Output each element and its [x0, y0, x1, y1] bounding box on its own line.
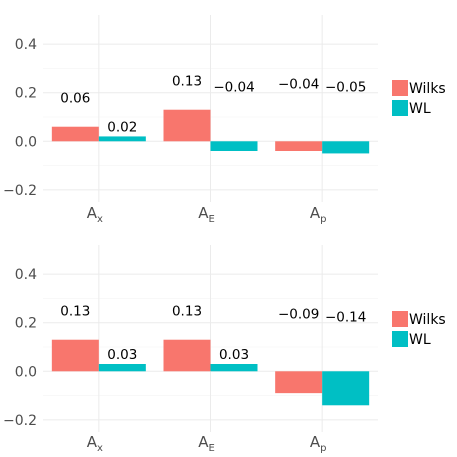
legend-label-wilks: Wilks	[409, 312, 446, 328]
data-label-wl-3: −0.05	[325, 79, 366, 95]
y-tick-label: −0.2	[3, 413, 37, 429]
data-label-wilks-2: 0.13	[172, 304, 202, 320]
bar-wl-2	[210, 141, 258, 151]
legend-swatch-wl	[392, 331, 408, 347]
y-tick-label: −0.2	[3, 183, 37, 199]
legend-label-wl: WL	[409, 332, 431, 348]
bar-wilks-2	[163, 339, 211, 372]
x-tick-label: Ap	[310, 433, 327, 454]
data-label-wilks-3: −0.09	[278, 306, 319, 322]
chart-panel-2: −0.2 0.0 0.2 0.4 0.13 0.03 Ax 0.13 0.03 AE −0.09 −0…	[3, 245, 446, 454]
bar-wl-1	[98, 136, 146, 142]
bar-wilks-1	[51, 126, 99, 142]
data-label-wilks-2: 0.13	[172, 74, 202, 90]
y-tick-label: 0.4	[15, 267, 37, 283]
legend-swatch-wilks	[392, 311, 408, 327]
bar-wilks-3	[275, 371, 323, 394]
x-tick-label: Ax	[87, 433, 103, 454]
y-tick-label: 0.2	[15, 86, 37, 102]
x-tick-label: AE	[198, 204, 215, 225]
y-tick-label: 0.0	[15, 134, 37, 150]
bar-wl-1	[98, 364, 146, 372]
data-label-wilks-1: 0.06	[60, 91, 90, 107]
bar-wl-2	[210, 364, 258, 372]
legend-label-wl: WL	[409, 101, 431, 117]
bar-wl-3	[322, 371, 370, 406]
y-tick-label: 0.0	[15, 364, 37, 380]
data-label-wl-3: −0.14	[325, 309, 366, 325]
x-tick-label: Ap	[310, 204, 327, 225]
data-label-wilks-1: 0.13	[60, 304, 90, 320]
bar-wilks-2	[163, 109, 211, 142]
legend-swatch-wl	[392, 100, 408, 116]
legend-label-wilks: Wilks	[409, 81, 446, 97]
data-label-wl-2: −0.04	[213, 79, 254, 95]
y-tick-label: 0.2	[15, 316, 37, 332]
bar-wl-3	[322, 141, 370, 154]
legend-swatch-wilks	[392, 80, 408, 96]
data-label-wilks-3: −0.04	[278, 76, 319, 92]
x-tick-label: Ax	[87, 204, 103, 225]
data-label-wl-1: 0.03	[107, 347, 137, 363]
data-label-wl-2: 0.03	[219, 347, 249, 363]
bar-wilks-1	[51, 339, 99, 372]
bar-wilks-3	[275, 141, 323, 151]
y-tick-label: 0.4	[15, 37, 37, 53]
data-label-wl-1: 0.02	[107, 119, 137, 135]
x-tick-label: AE	[198, 433, 215, 454]
